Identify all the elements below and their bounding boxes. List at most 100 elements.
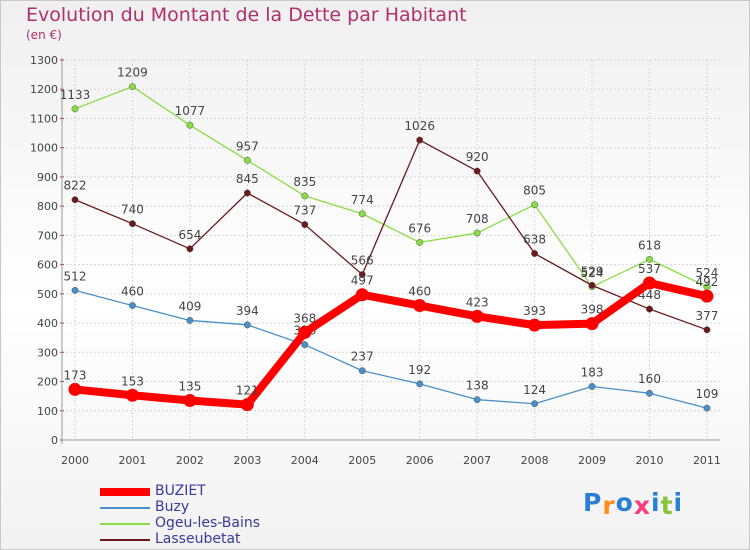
logo-letter: i [651, 488, 661, 517]
data-label: 512 [64, 269, 87, 283]
data-label: 845 [236, 172, 259, 186]
data-label: 805 [523, 184, 546, 198]
x-tick-label: 2011 [693, 454, 721, 467]
y-tick-label: 800 [37, 200, 58, 213]
chart-subtitle: (en €) [26, 28, 62, 42]
data-point [531, 400, 539, 408]
data-point [703, 404, 711, 412]
legend-item: Lasseubetat [100, 531, 360, 548]
y-tick-label: 400 [37, 317, 58, 330]
logo-letter: o [615, 488, 634, 517]
data-point [588, 383, 596, 390]
data-point [243, 321, 251, 329]
data-label: 566 [351, 254, 374, 268]
legend-label: Ogeu-les-Bains [155, 515, 261, 531]
data-point [416, 238, 424, 246]
data-point [473, 396, 481, 404]
data-point [646, 255, 653, 263]
data-label: 835 [293, 175, 316, 189]
x-tick-label: 2005 [348, 454, 376, 467]
data-label: 654 [178, 228, 201, 242]
logo-letter: x [633, 491, 651, 520]
x-tick-label: 2000 [61, 454, 89, 467]
data-point [129, 302, 136, 309]
data-label: 394 [236, 304, 259, 318]
x-tick-label: 2002 [176, 454, 204, 467]
data-point [470, 309, 484, 323]
data-point [240, 398, 254, 412]
data-point [531, 201, 539, 209]
data-point [646, 305, 653, 313]
data-label: 153 [121, 374, 144, 388]
y-tick-label: 0 [51, 434, 58, 447]
data-point [358, 210, 366, 218]
data-point [588, 281, 596, 289]
data-label: 708 [466, 212, 489, 226]
y-tick-label: 600 [37, 259, 58, 272]
logo-letter: P [583, 488, 603, 517]
data-point [183, 394, 197, 408]
data-point [473, 229, 481, 237]
data-label: 676 [408, 221, 431, 235]
data-point [643, 276, 656, 290]
data-point [531, 250, 539, 257]
data-label: 460 [408, 285, 431, 299]
data-label: 377 [695, 309, 718, 323]
data-label: 920 [466, 150, 489, 164]
y-tick-label: 200 [37, 376, 58, 389]
data-label: 638 [523, 233, 546, 247]
data-label: 192 [408, 363, 431, 377]
y-tick-label: 700 [37, 229, 58, 242]
data-point [358, 271, 366, 279]
y-tick-label: 900 [37, 171, 58, 184]
data-label: 237 [351, 350, 374, 364]
data-point [416, 136, 424, 144]
legend-swatch [100, 507, 150, 509]
data-label: 822 [64, 179, 87, 193]
data-label: 529 [581, 264, 604, 278]
data-point [125, 388, 139, 402]
data-point [71, 286, 79, 294]
data-point [129, 83, 136, 91]
proxiti-logo: Proxiti [583, 488, 683, 520]
data-label: 524 [695, 266, 718, 280]
legend-label: Lasseubetat [155, 531, 241, 547]
legend-item: Ogeu-les-Bains [100, 515, 360, 532]
data-point [71, 196, 79, 204]
x-tick-label: 2010 [636, 454, 664, 467]
series-line-1 [74, 289, 708, 409]
data-point [186, 121, 194, 129]
legend-swatch [100, 523, 150, 525]
y-tick-label: 100 [37, 405, 58, 418]
data-label: 423 [466, 295, 489, 309]
data-point [473, 167, 481, 175]
y-tick-label: 500 [37, 288, 58, 301]
data-label: 740 [121, 203, 144, 217]
data-point [298, 325, 312, 339]
data-point [129, 220, 136, 228]
data-label: 492 [695, 275, 718, 289]
series-line-3 [74, 139, 708, 331]
data-label: 173 [64, 368, 87, 382]
data-label: 524 [581, 266, 604, 280]
data-point [358, 367, 366, 375]
y-tick-label: 1000 [30, 142, 58, 155]
series-line-0 [74, 279, 708, 409]
x-tick-label: 2001 [118, 454, 146, 467]
data-point [243, 189, 251, 197]
data-point [68, 382, 82, 396]
x-tick-label: 2006 [406, 454, 434, 467]
data-point [243, 156, 251, 164]
data-label: 1077 [175, 104, 206, 118]
data-label: 537 [638, 262, 661, 276]
data-point [301, 221, 309, 229]
data-label: 121 [236, 384, 259, 398]
data-label: 774 [351, 193, 374, 207]
series-line-2 [74, 85, 708, 288]
data-point [301, 192, 309, 200]
data-point [703, 326, 711, 334]
data-label: 398 [581, 303, 604, 317]
y-tick-label: 1100 [30, 112, 58, 125]
